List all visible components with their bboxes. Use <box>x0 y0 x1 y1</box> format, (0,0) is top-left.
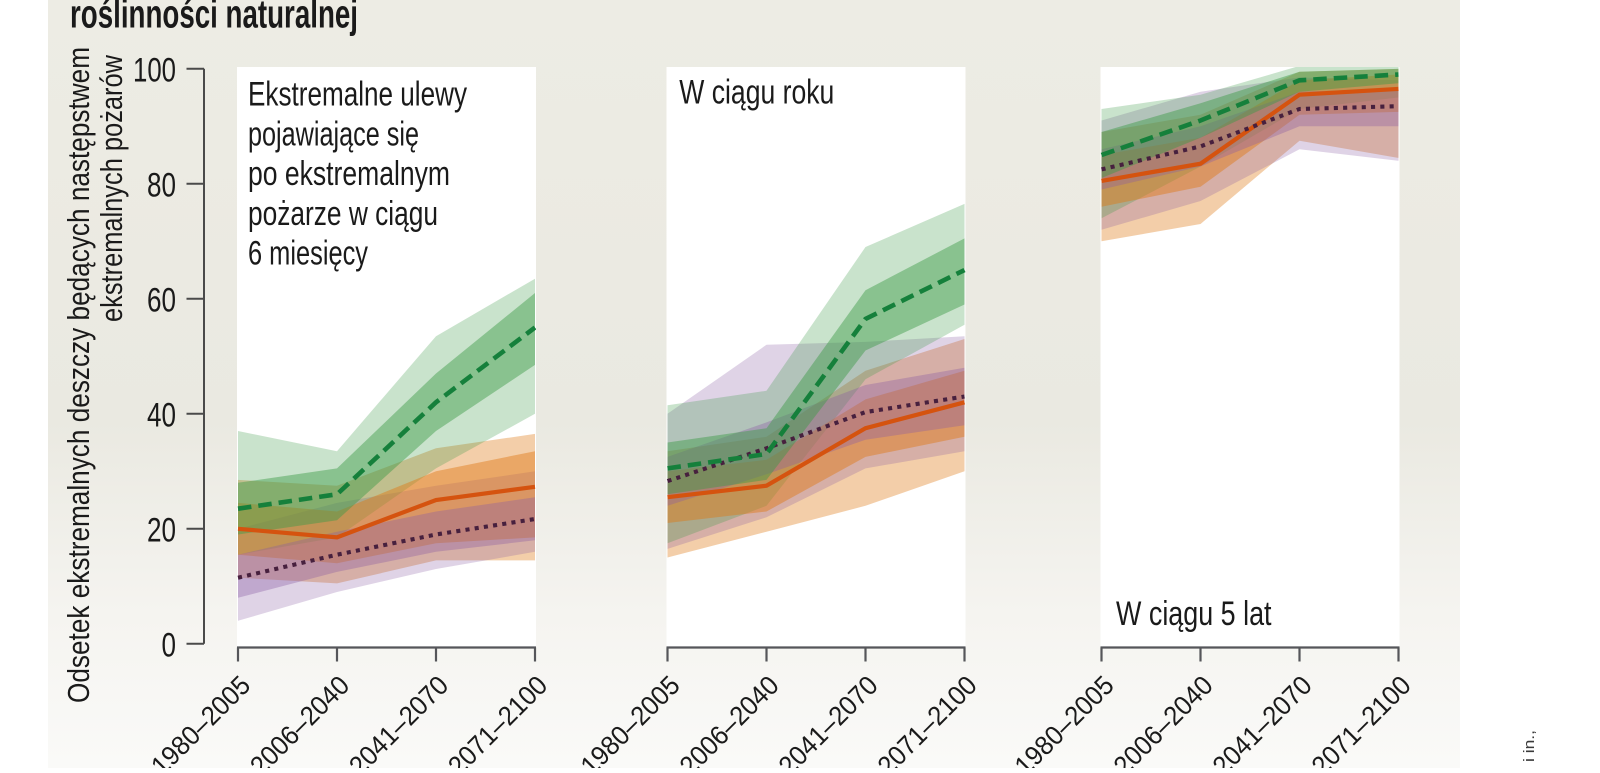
svg-text:20: 20 <box>147 511 176 549</box>
svg-text:Ekstremalne ulewy: Ekstremalne ulewy <box>248 76 467 114</box>
svg-text:0: 0 <box>162 626 177 664</box>
svg-text:6 miesięcy: 6 miesięcy <box>248 235 368 273</box>
svg-text:W ciągu 5 lat: W ciągu 5 lat <box>1116 595 1272 633</box>
svg-text:pożarze w ciągu: pożarze w ciągu <box>248 195 438 233</box>
svg-text:pojawiające się: pojawiające się <box>248 115 419 153</box>
svg-text:ekstremalnych pożarów: ekstremalnych pożarów <box>94 55 129 322</box>
svg-text:W ciągu roku: W ciągu roku <box>679 74 834 112</box>
svg-text:po ekstremalnym: po ekstremalnym <box>248 155 450 193</box>
svg-text:Odsetek ekstremalnych deszczy: Odsetek ekstremalnych deszczy będących n… <box>61 47 96 703</box>
svg-text:100: 100 <box>133 51 176 89</box>
svg-text:roślinności naturalnej: roślinności naturalnej <box>70 0 358 37</box>
svg-text:40: 40 <box>147 396 176 434</box>
svg-text:80: 80 <box>147 166 176 204</box>
svg-text:60: 60 <box>147 281 176 319</box>
svg-text:i in.,: i in., <box>1521 730 1538 762</box>
